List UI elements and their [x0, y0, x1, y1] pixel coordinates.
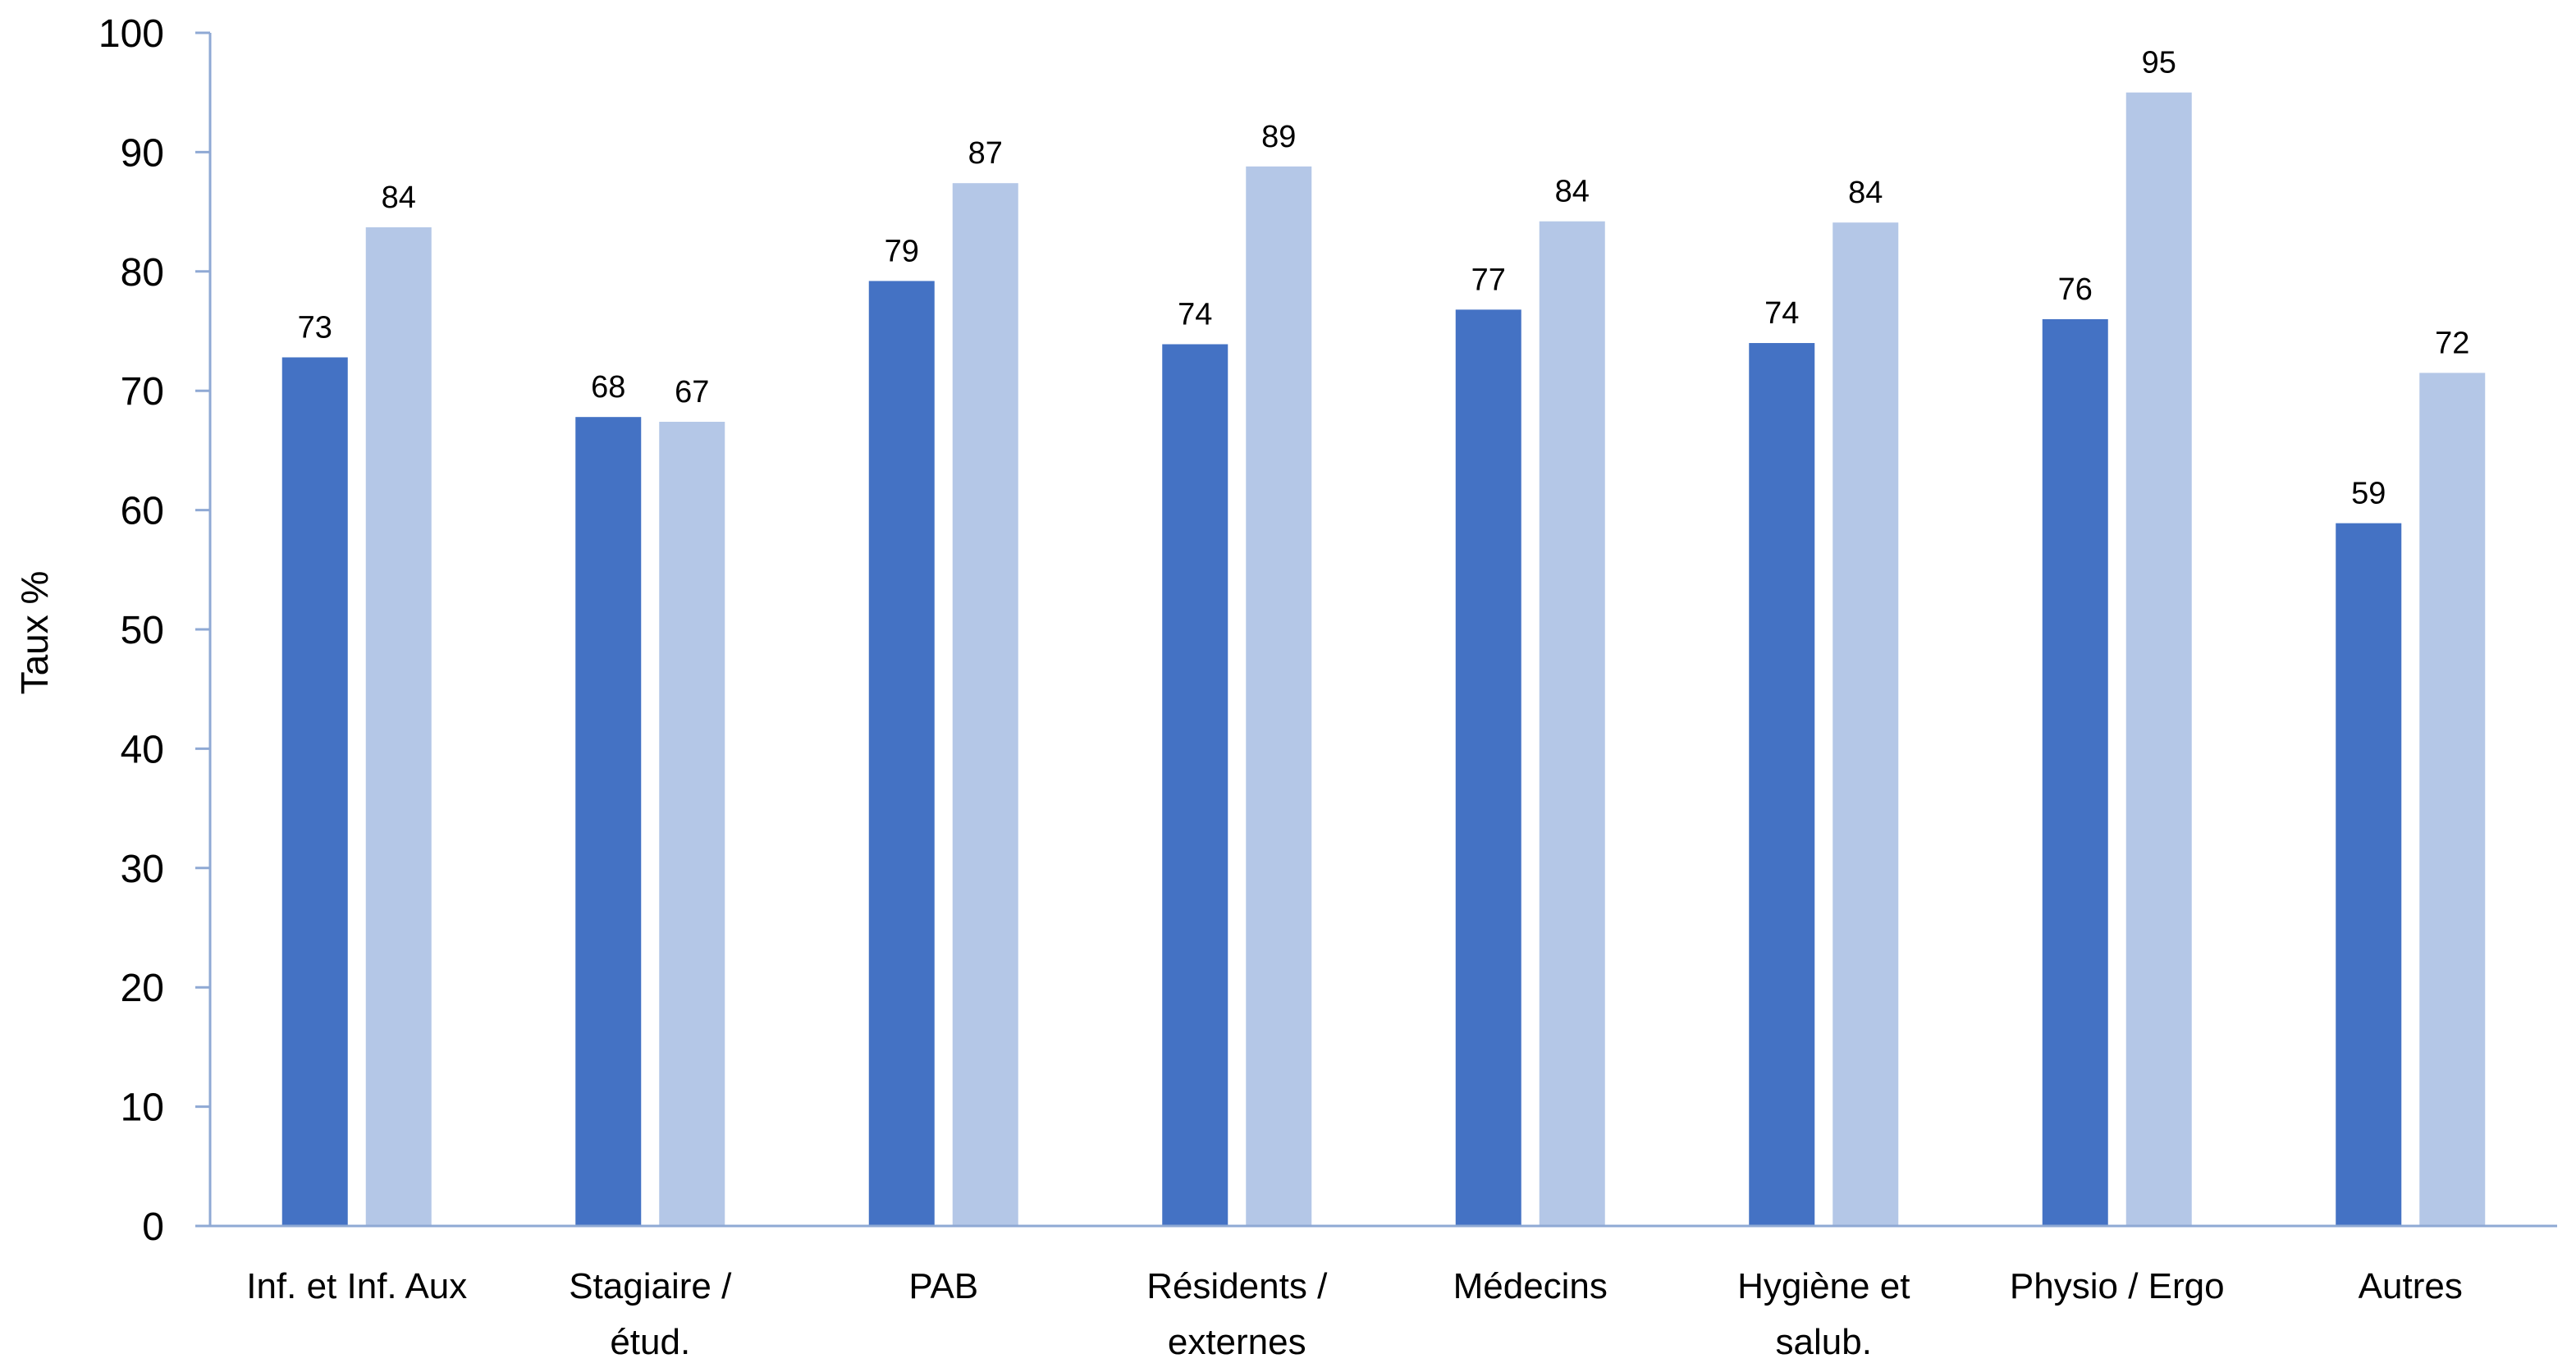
data-label: 67	[675, 375, 709, 409]
data-label: 76	[2058, 272, 2093, 307]
data-label: 84	[1848, 176, 1883, 210]
y-tick-label: 30	[121, 848, 164, 891]
y-tick-label: 20	[121, 967, 164, 1010]
y-tick-label: 90	[121, 131, 164, 175]
data-label: 95	[2142, 46, 2176, 80]
bar-series-1-3	[1162, 344, 1229, 1226]
x-tick-labels: Inf. et Inf. Aux Stagiaire / étud. PAB Résid…	[246, 1266, 2463, 1362]
data-label: 89	[1261, 120, 1296, 154]
y-ticks: 0 10 20 30 40 50 60 70 80 90 100	[98, 12, 210, 1249]
data-label: 59	[2351, 477, 2386, 511]
x-tick-label: Résidents / externes	[1146, 1266, 1328, 1362]
bars-layer	[281, 92, 2486, 1227]
data-label: 84	[1555, 175, 1590, 209]
y-tick-label: 60	[121, 490, 164, 533]
bar-series-1-5	[1749, 343, 1815, 1226]
y-tick-label: 40	[121, 728, 164, 771]
data-label: 84	[382, 181, 416, 215]
y-tick-label: 70	[121, 370, 164, 414]
y-tick-label: 0	[142, 1205, 164, 1249]
y-tick-label: 80	[121, 251, 164, 295]
bar-series-1-6	[2042, 318, 2108, 1227]
bar-series-2-2	[952, 183, 1018, 1227]
data-label: 87	[968, 136, 1003, 171]
data-label: 68	[591, 370, 625, 405]
bar-series-2-7	[2419, 373, 2486, 1226]
bar-series-2-6	[2125, 92, 2192, 1227]
data-label: 77	[1471, 263, 1506, 297]
x-tick-label: Médecins	[1453, 1266, 1608, 1306]
y-axis-label: Taux %	[13, 571, 56, 695]
bar-series-2-0	[365, 227, 432, 1227]
bar-series-1-0	[281, 357, 348, 1226]
data-label: 73	[298, 310, 332, 345]
y-tick-label: 10	[121, 1086, 164, 1130]
bar-series-1-1	[575, 417, 642, 1226]
y-tick-label: 100	[98, 12, 164, 56]
x-tick-label: Hygiène et salub.	[1737, 1266, 1910, 1362]
data-label: 79	[885, 234, 919, 268]
bar-series-1-7	[2336, 523, 2402, 1226]
bar-series-2-3	[1246, 166, 1312, 1226]
data-label: 72	[2435, 326, 2469, 360]
bar-series-2-4	[1539, 221, 1605, 1227]
data-label: 74	[1764, 296, 1799, 331]
bar-series-2-5	[1832, 222, 1899, 1226]
x-tick-label: Inf. et Inf. Aux	[246, 1266, 467, 1306]
y-tick-label: 50	[121, 609, 164, 652]
bar-series-1-2	[868, 281, 935, 1226]
data-labels: 73 84 68 67 79 87 74 89 77 84 74 84 76 95 59 72	[298, 46, 2470, 511]
bar-series-1-4	[1455, 309, 1521, 1226]
x-tick-label: Stagiaire / étud.	[569, 1266, 732, 1362]
x-tick-label: Autres	[2359, 1266, 2463, 1306]
x-tick-label: PAB	[908, 1266, 978, 1306]
data-label: 74	[1178, 297, 1212, 332]
bar-series-2-1	[659, 422, 725, 1226]
x-tick-label: Physio / Ergo	[2010, 1266, 2225, 1306]
